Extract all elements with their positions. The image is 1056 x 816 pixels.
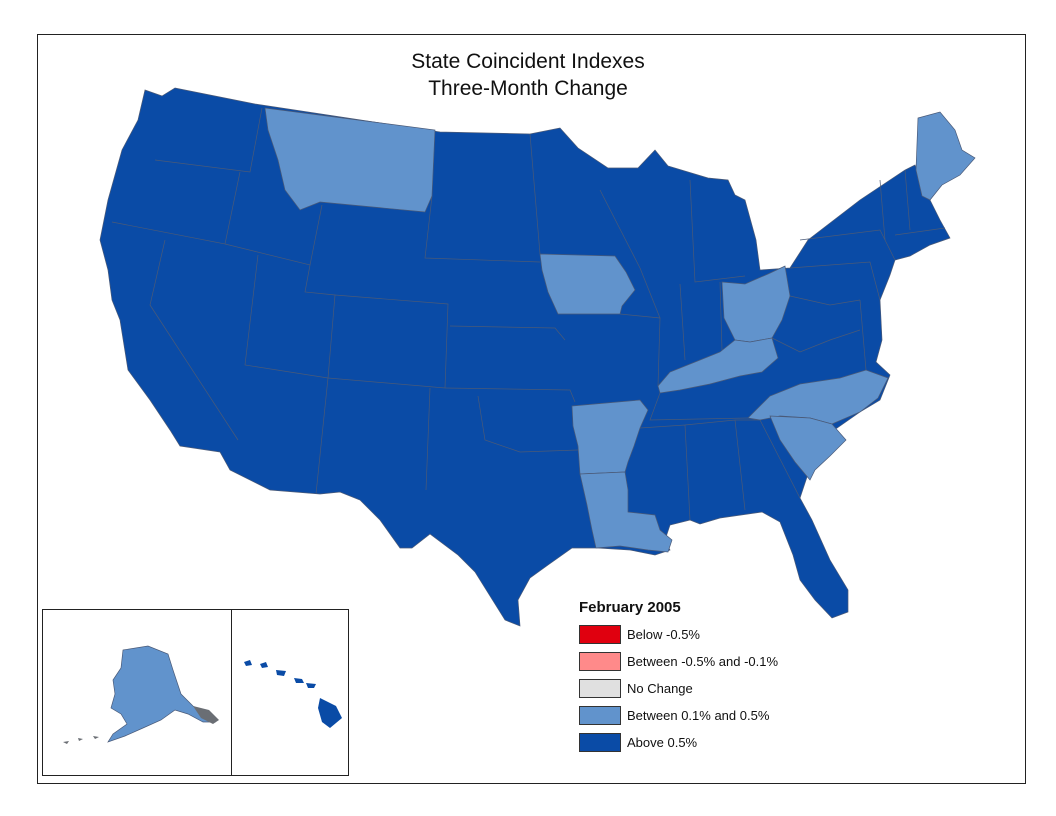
legend-label: Above 0.5% [627,734,698,750]
legend-label: Between -0.5% and -0.1% [627,653,779,669]
legend-item: Between 0.1% and 0.5% [579,705,839,725]
state-ohio [721,265,791,343]
contiguous-us-shape [99,87,951,627]
state-south-carolina [769,415,847,481]
alaska-inset [42,609,232,776]
legend-swatch-below [579,624,621,644]
legend-swatch-above [579,732,621,752]
state-maine [915,111,976,201]
map-title: State Coincident Indexes Three-Month Cha… [0,48,1056,102]
legend-swatch-moderate-decline [579,651,621,671]
legend-label: No Change [627,680,693,696]
legend-title: February 2005 [579,599,681,616]
state-borders [111,107,946,521]
state-north-carolina [747,369,889,425]
state-iowa [539,253,636,315]
legend-label: Below -0.5% [627,626,700,642]
state-kentucky [657,337,779,394]
legend-swatch-no-change [579,678,621,698]
title-line-1: State Coincident Indexes [411,50,645,73]
legend-item: Above 0.5% [579,732,839,752]
alaska-shape [63,645,219,744]
state-louisiana [579,471,673,553]
legend-item: Below -0.5% [579,624,839,644]
legend: February 2005 Below -0.5% Between -0.5% … [579,599,839,759]
state-montana [264,107,436,213]
title-line-2: Three-Month Change [428,77,628,100]
legend-swatch-moderate-gain [579,705,621,725]
legend-label: Between 0.1% and 0.5% [627,707,770,723]
legend-item: No Change [579,678,839,698]
state-arkansas [571,399,649,475]
hawaii-shape [244,660,342,728]
legend-item: Between -0.5% and -0.1% [579,651,839,671]
hawaii-inset [231,609,349,776]
